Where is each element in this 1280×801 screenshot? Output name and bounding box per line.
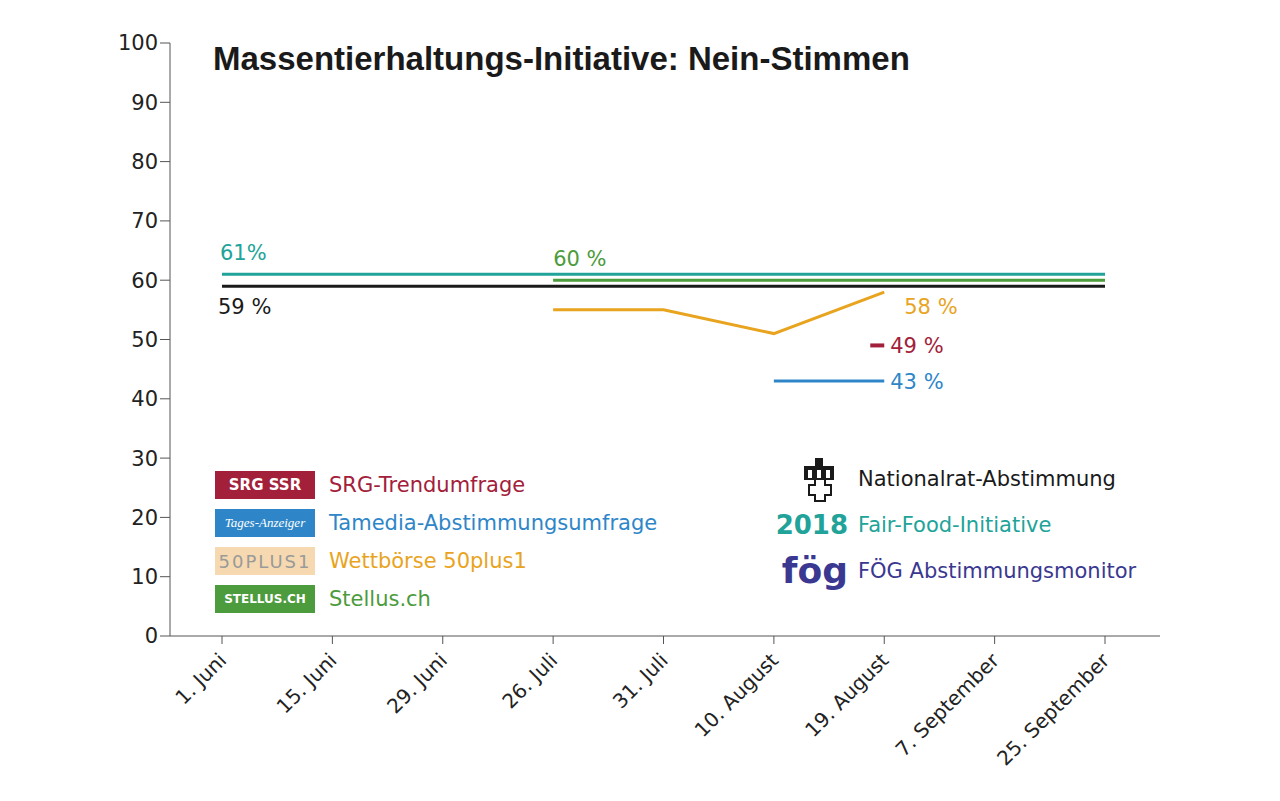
html-text:Nationalrat-Abstimmung: Nationalrat-Abstimmung [858, 467, 1116, 491]
svg-text:25. September: 25. September [992, 648, 1115, 771]
html-text:2018 Fair-Food-Initiative: 2018 Fair-Food-Initiative [775, 510, 1052, 540]
svg-text:70: 70 [131, 209, 158, 233]
svg-text:31. Juli: 31. Juli [608, 648, 673, 713]
svg-text:26. Juli: 26. Juli [497, 648, 562, 713]
svg-text:1. Juni: 1. Juni [170, 648, 231, 709]
svg-text:61%: 61% [220, 241, 267, 265]
html-text:SRG-Trendumfrage: SRG-Trendumfrage [329, 473, 526, 497]
svg-text:40: 40 [131, 387, 158, 411]
svg-text:29. Juni: 29. Juni [382, 648, 452, 718]
html-text:fög FÖG Abstimmungsmonitor: fög FÖG Abstimmungsmonitor [781, 550, 1137, 591]
svg-text:100: 100 [118, 31, 158, 55]
html-text:Stellus.ch: Stellus.ch [329, 587, 431, 611]
svg-text:7. September: 7. September [891, 648, 1005, 762]
svg-text:60 %: 60 % [553, 247, 606, 271]
svg-text:49 %: 49 % [890, 334, 943, 358]
html-text:Tamedia-Abstimmungsumfrage: Tamedia-Abstimmungsumfrage [329, 511, 658, 535]
svg-text:43 %: 43 % [890, 370, 943, 394]
html-text:Wettbörse 50plus1: Wettbörse 50plus1 [329, 549, 527, 573]
svg-text:15. Juni: 15. Juni [272, 648, 342, 718]
svg-text:58 %: 58 % [904, 295, 957, 319]
svg-text:60: 60 [131, 269, 158, 293]
svg-text:59 %: 59 % [218, 295, 271, 319]
svg-text:19. August: 19. August [800, 648, 894, 742]
svg-text:80: 80 [131, 150, 158, 174]
svg-text:10: 10 [131, 565, 158, 589]
html-text:STELLUS.CH: STELLUS.CH [224, 592, 306, 606]
html-text:Massentierhaltungs-Initiative:: Massentierhaltungs-Initiative: Nein-Stim… [213, 40, 910, 77]
html-text:Tages-Anzeiger: Tages-Anzeiger [224, 515, 306, 530]
svg-text:0: 0 [145, 624, 158, 648]
svg-text:50: 50 [131, 328, 158, 352]
svg-text:30: 30 [131, 447, 158, 471]
html-text:50PLUS1: 50PLUS1 [218, 550, 312, 572]
svg-text:90: 90 [131, 91, 158, 115]
svg-text:20: 20 [131, 506, 158, 530]
html-text:SRG SSR: SRG SSR [228, 476, 302, 494]
svg-text:10. August: 10. August [690, 648, 784, 742]
